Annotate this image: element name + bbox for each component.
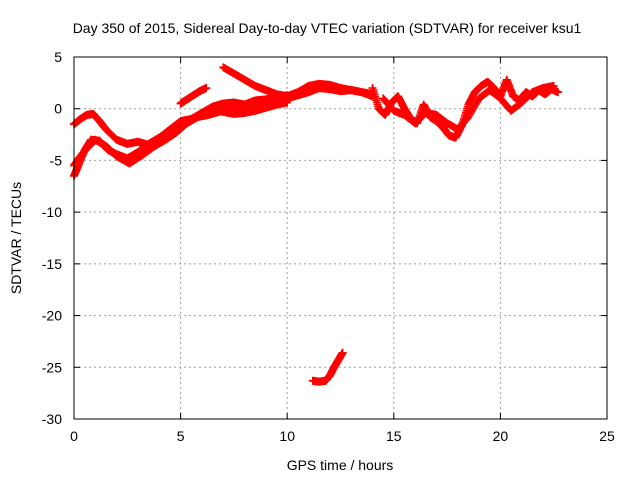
x-tick-label: 20 — [493, 428, 509, 444]
data-point — [549, 81, 558, 90]
x-tick-label: 10 — [279, 428, 295, 444]
x-tick-label: 0 — [70, 428, 78, 444]
plot-frame — [73, 56, 608, 420]
x-tick-label: 15 — [386, 428, 402, 444]
x-axis-label: GPS time / hours — [287, 457, 394, 473]
series-track-e — [176, 84, 211, 108]
x-tick-label: 5 — [177, 428, 185, 444]
data-point — [202, 84, 211, 93]
data-point — [553, 88, 562, 97]
y-tick-label: -25 — [42, 359, 62, 375]
y-tick-label: -15 — [42, 256, 62, 272]
grid-layer — [74, 57, 607, 419]
y-tick-label: -20 — [42, 308, 62, 324]
data-point — [338, 348, 347, 357]
series-track-f — [272, 84, 377, 105]
y-tick-label: -30 — [42, 411, 62, 427]
series-track-outlier — [308, 348, 347, 386]
data-layer — [70, 63, 562, 386]
y-tick-label: 0 — [54, 101, 62, 117]
x-tick-label: 25 — [599, 428, 615, 444]
y-axis-label: SDTVAR / TECUs — [8, 182, 24, 294]
y-tick-label: -10 — [42, 204, 62, 220]
chart-title: Day 350 of 2015, Sidereal Day-to-day VTE… — [73, 20, 582, 36]
y-tick-label: 5 — [54, 49, 62, 65]
series-track-h — [379, 81, 558, 134]
y-tick-label: -5 — [50, 152, 63, 168]
